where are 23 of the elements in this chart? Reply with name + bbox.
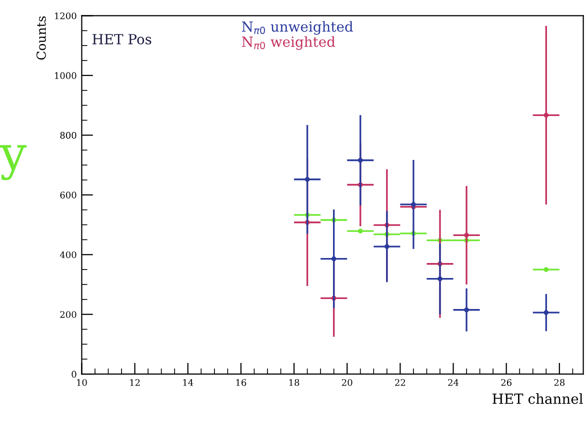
y-tick-label: 400 xyxy=(60,251,76,258)
x-tick-label: 20 xyxy=(342,379,352,386)
x-tick-label: 24 xyxy=(448,379,459,386)
x-tick-label: 22 xyxy=(395,379,406,386)
x-tick-label: 18 xyxy=(289,379,300,386)
text: N$_{π0}$ weighted xyxy=(242,36,336,50)
x-axis-title: HET channel xyxy=(492,393,583,404)
x-tick-label: 14 xyxy=(183,379,194,386)
y-tick-label: 0 xyxy=(72,370,76,378)
text: y xyxy=(0,145,27,180)
y-tick-label: 800 xyxy=(60,132,76,139)
annotation: HET Pos xyxy=(92,34,152,44)
x-tick-label: 12 xyxy=(130,379,140,386)
x-tick-label: 16 xyxy=(236,379,246,386)
text: N$_{π0}$ unweighted xyxy=(242,21,353,35)
y-axis-title: Counts xyxy=(36,16,46,60)
y-tick-label: 600 xyxy=(60,192,76,198)
y-tick-label: 1000 xyxy=(54,72,76,80)
x-tick-label: 26 xyxy=(501,379,512,386)
y-tick-label: 200 xyxy=(60,311,76,318)
x-tick-label: 10 xyxy=(77,379,87,386)
x-tick-label: 28 xyxy=(554,379,565,386)
y-tick-label: 1200 xyxy=(54,12,76,20)
